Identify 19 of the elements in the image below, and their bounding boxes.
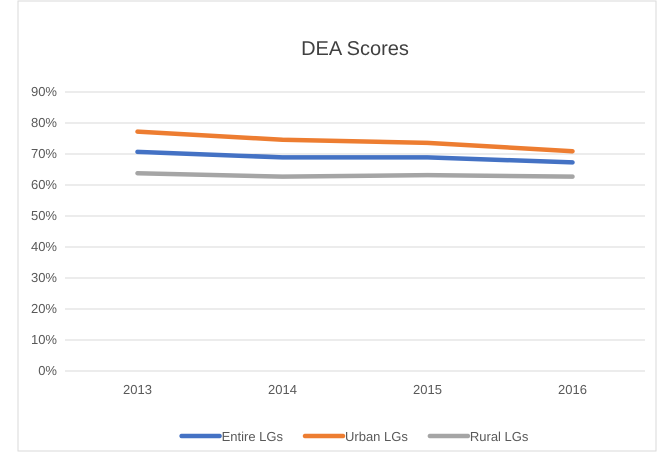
y-tick-label: 0% xyxy=(38,363,58,378)
line-series xyxy=(135,129,575,154)
y-tick-label: 20% xyxy=(30,301,58,316)
x-tick-label: 2015 xyxy=(413,382,442,398)
x-tick-label: 2013 xyxy=(123,382,152,398)
y-tick-label: 80% xyxy=(30,115,58,130)
y-tick-label: 90% xyxy=(30,84,58,100)
y-tick-label: 70% xyxy=(30,146,58,162)
legend-label: Rural LGs xyxy=(470,429,529,444)
legend-label: Urban LGs xyxy=(345,429,408,444)
chart-title: DEA Scores xyxy=(301,38,409,60)
y-tick-label: 60% xyxy=(30,177,58,192)
y-tick-label: 50% xyxy=(30,208,58,224)
legend-label: Entire LGs xyxy=(222,429,284,444)
y-tick-label: 30% xyxy=(30,270,58,286)
y-tick-label: 40% xyxy=(30,239,58,254)
y-tick-label: 10% xyxy=(30,332,58,348)
x-tick-label: 2014 xyxy=(268,382,297,398)
x-tick-label: 2016 xyxy=(558,382,587,398)
